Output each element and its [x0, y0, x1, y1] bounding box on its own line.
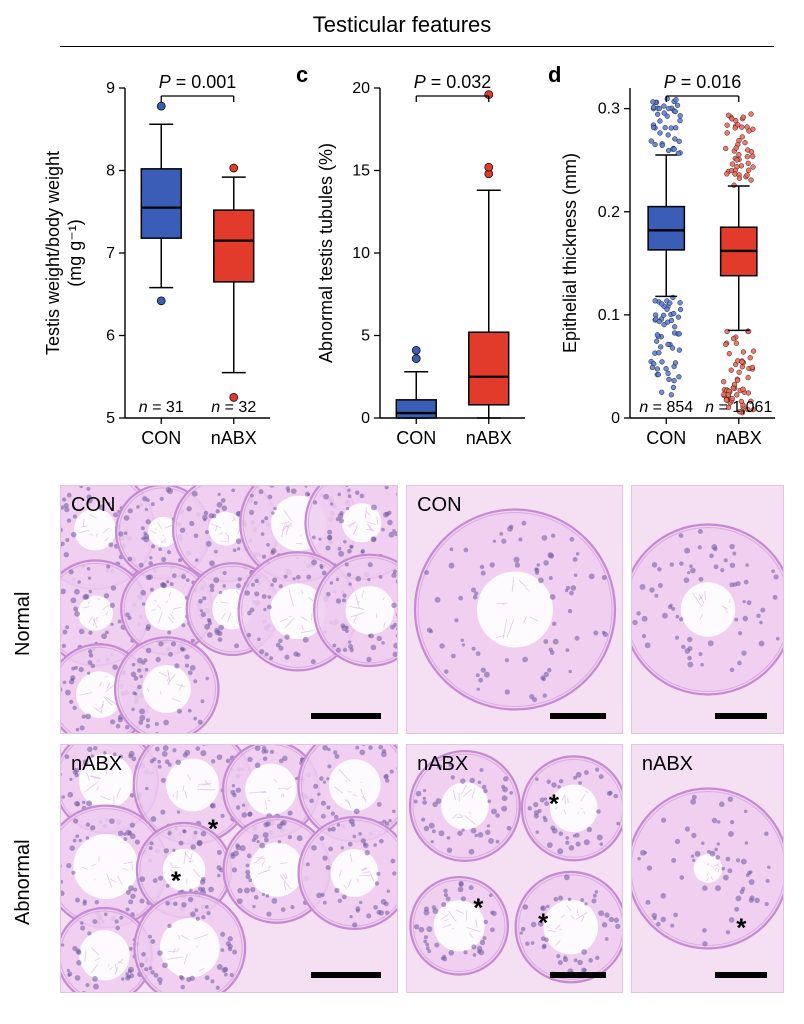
svg-text:0.2: 0.2 — [598, 204, 620, 221]
svg-text:0.1: 0.1 — [598, 307, 620, 324]
micrograph-label: CON — [417, 494, 461, 517]
header-rule — [60, 46, 774, 47]
histology-illustration — [61, 745, 398, 992]
histology-illustration — [632, 486, 784, 733]
abnormal-marker-asterisk: * — [549, 789, 559, 820]
panel-c: 0 5 10 15 20 CON nABX P = 0.032 Abnormal testis … — [316, 72, 525, 448]
svg-text:CON: CON — [396, 428, 436, 448]
micrograph-row-abnormal: nABX * * nABX * * * nABX * — [60, 744, 784, 993]
panel-b: 5 6 7 8 9 CON nABX n = 31 n = 32 P = 0.001 Testis … — [43, 72, 270, 448]
micrograph-row-normal: CON CON — [60, 485, 784, 734]
svg-text:20: 20 — [352, 80, 370, 97]
micrograph — [631, 485, 784, 734]
svg-text:0: 0 — [361, 410, 370, 427]
histology-illustration — [407, 486, 623, 733]
svg-text:9: 9 — [106, 80, 115, 97]
micrograph: CON — [60, 485, 398, 734]
svg-text:P = 0.032: P = 0.032 — [414, 72, 492, 92]
svg-text:Testis weight/body weight(mg g: Testis weight/body weight(mg g⁻¹) — [43, 151, 85, 355]
svg-text:15: 15 — [352, 163, 370, 180]
scale-bar — [715, 713, 767, 719]
figure-header: Testicular features — [0, 12, 804, 38]
abnormal-marker-asterisk: * — [736, 912, 746, 943]
svg-text:6: 6 — [106, 328, 115, 345]
svg-text:5: 5 — [361, 328, 370, 345]
svg-text:8: 8 — [106, 163, 115, 180]
scale-bar — [550, 972, 606, 978]
charts-row: 5 6 7 8 9 CON nABX n = 31 n = 32 P = 0.001 Testis … — [0, 58, 804, 468]
svg-text:5: 5 — [106, 410, 115, 427]
row-label-abnormal: Abnormal — [12, 839, 35, 925]
row-label-normal: Normal — [12, 592, 35, 656]
figure-page: Testicular features c d 56789CONnABXn = … — [0, 0, 804, 1024]
panel-d: 0 0.1 0.2 0.3 CON nABX n = 854 n = 1,061 P = 0.0… — [560, 72, 775, 448]
svg-text:0.3: 0.3 — [598, 101, 620, 118]
charts-svg: 5 6 7 8 9 CON nABX n = 31 n = 32 P = 0.001 Testis … — [0, 58, 804, 468]
svg-text:CON: CON — [646, 428, 686, 448]
scale-bar — [550, 713, 606, 719]
micrograph-label: CON — [71, 494, 115, 517]
svg-text:n = 854: n = 854 — [639, 399, 693, 416]
abnormal-marker-asterisk: * — [538, 907, 548, 938]
histology-illustration — [61, 486, 398, 733]
svg-text:Epithelial thickness (mm): Epithelial thickness (mm) — [560, 153, 580, 353]
svg-text:nABX: nABX — [211, 428, 257, 448]
micrograph: nABX * * — [60, 744, 398, 993]
svg-text:n = 31: n = 31 — [139, 399, 184, 416]
micrograph-gallery: CON CON nABX * * nABX * * * nABX * — [60, 485, 784, 1003]
svg-text:n = 32: n = 32 — [211, 399, 256, 416]
histology-illustration — [407, 745, 623, 992]
scale-bar — [715, 972, 767, 978]
micrograph-label: nABX — [642, 753, 693, 776]
svg-text:n = 1,061: n = 1,061 — [705, 399, 772, 416]
abnormal-marker-asterisk: * — [473, 893, 483, 924]
svg-text:CON: CON — [141, 428, 181, 448]
svg-text:nABX: nABX — [716, 428, 762, 448]
svg-text:10: 10 — [352, 245, 370, 262]
svg-text:7: 7 — [106, 245, 115, 262]
micrograph-label: nABX — [71, 753, 122, 776]
scale-bar — [311, 713, 381, 719]
scale-bar — [311, 972, 381, 978]
svg-text:0: 0 — [611, 410, 620, 427]
svg-text:P = 0.001: P = 0.001 — [159, 72, 237, 92]
svg-text:Abnormal testis tubules (%): Abnormal testis tubules (%) — [316, 143, 336, 363]
abnormal-marker-asterisk: * — [171, 865, 181, 896]
abnormal-marker-asterisk: * — [208, 813, 218, 844]
svg-text:P = 0.016: P = 0.016 — [664, 72, 742, 92]
histology-illustration — [632, 745, 784, 992]
micrograph: nABX * — [631, 744, 784, 993]
figure-title: Testicular features — [313, 12, 492, 37]
micrograph: CON — [406, 485, 623, 734]
micrograph-label: nABX — [417, 753, 468, 776]
svg-text:nABX: nABX — [466, 428, 512, 448]
micrograph: nABX * * * — [406, 744, 623, 993]
